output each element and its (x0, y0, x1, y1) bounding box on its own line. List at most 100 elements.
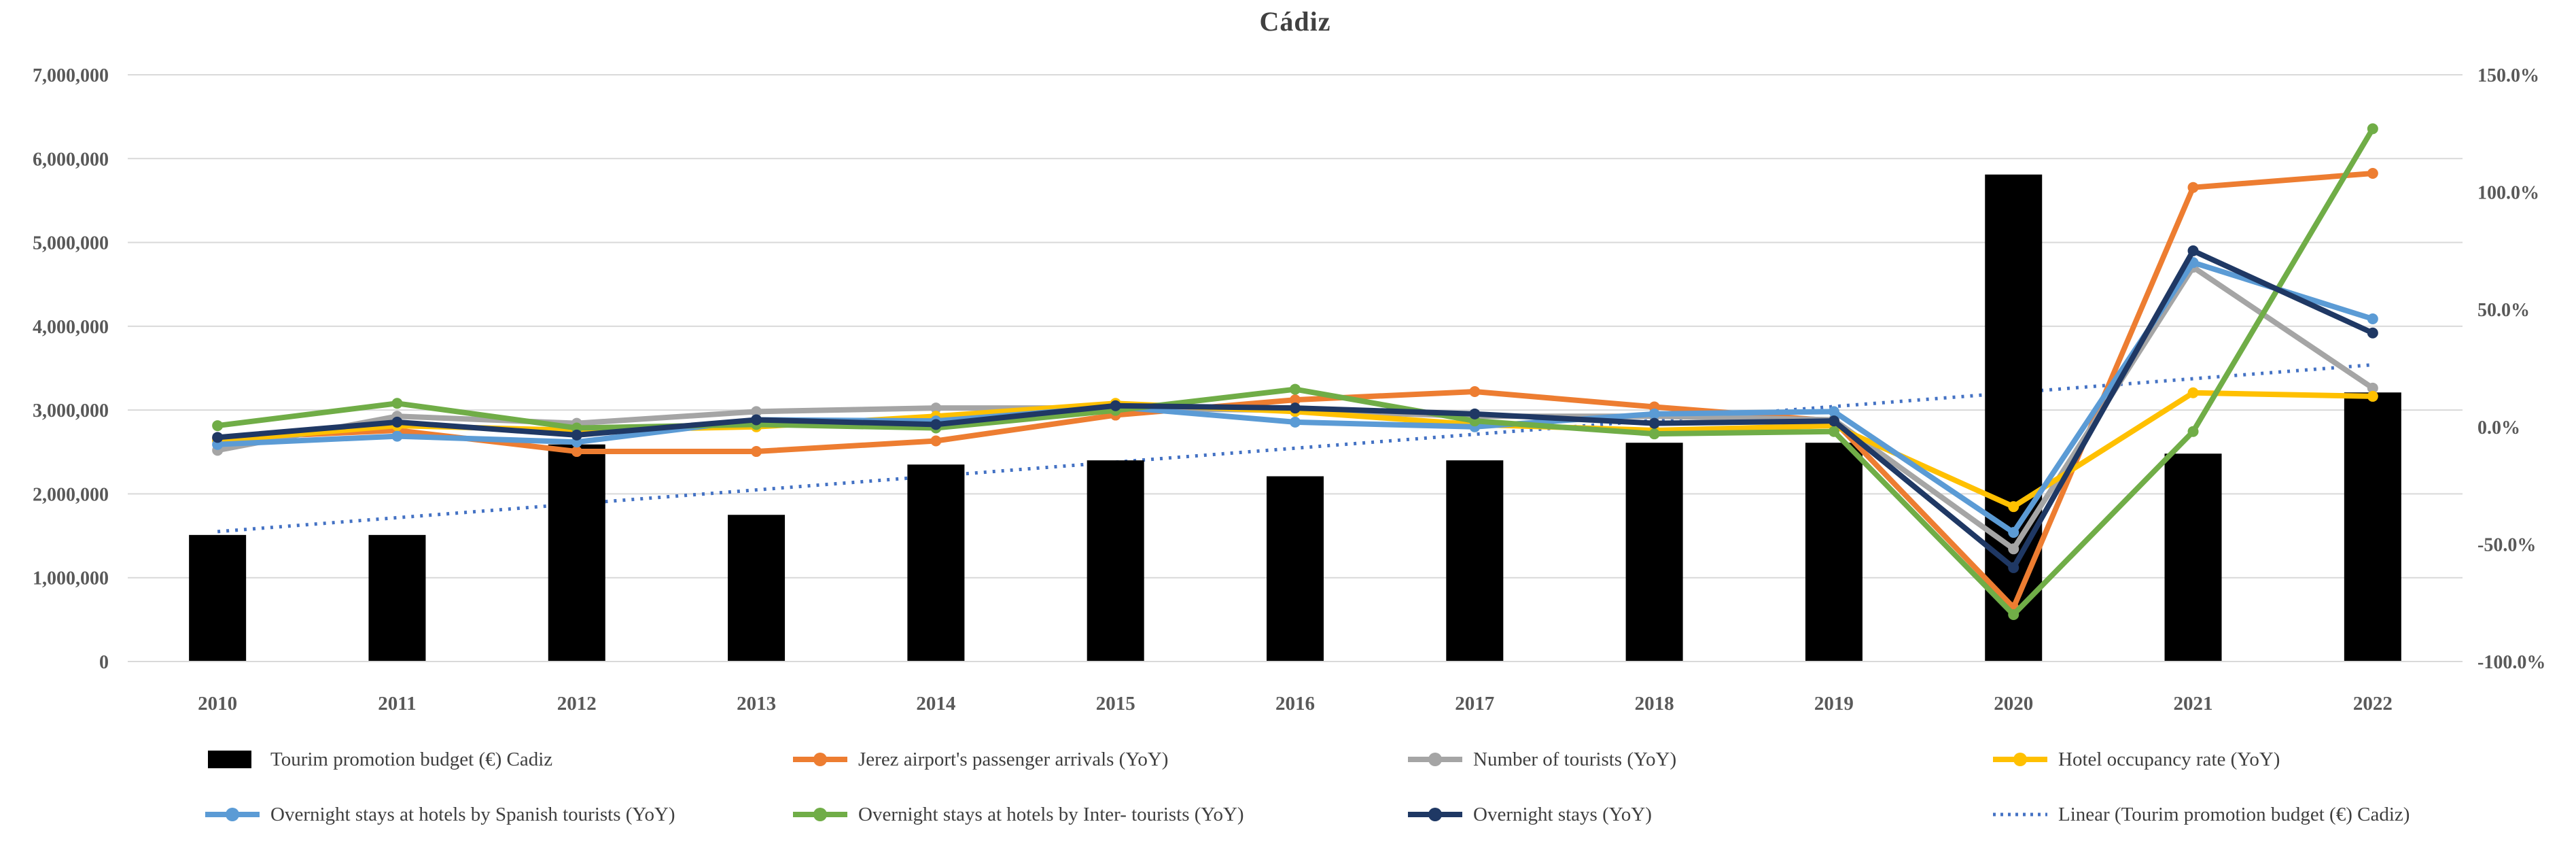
data-point-marker (2187, 426, 2199, 437)
x-axis-year-label: 2021 (2174, 693, 2213, 715)
data-point-marker (2008, 527, 2019, 538)
right-axis-tick-label: 0.0% (2477, 417, 2520, 439)
legend-line-marker-swatch (1408, 808, 1462, 821)
x-axis-year-label: 2011 (378, 693, 416, 715)
right-axis-tick-label: 50.0% (2477, 300, 2530, 321)
data-point-marker (2008, 562, 2019, 573)
data-point-marker (2008, 608, 2019, 620)
legend-bar-swatch (208, 751, 251, 768)
bar-tourism-budget-2012 (548, 444, 605, 662)
data-point-marker (1648, 417, 1660, 429)
bar-tourism-budget-2021 (2164, 453, 2222, 662)
legend-line-marker-swatch (1993, 753, 2047, 766)
data-point-marker (391, 430, 403, 442)
left-axis-tick-label: 6,000,000 (33, 149, 109, 170)
x-axis-year-label: 2022 (2353, 693, 2393, 715)
legend-item-trendline[interactable]: Linear (Tourim promotion budget (€) Cadi… (1992, 803, 2410, 826)
right-axis-tick-label: -100.0% (2477, 652, 2545, 673)
left-axis-tick-label: 3,000,000 (33, 400, 109, 422)
legend-item-series-5[interactable]: Overnight stays at hotels by Inter- tour… (792, 803, 1244, 826)
data-point-marker (391, 398, 403, 409)
bar-tourism-budget-2013 (728, 515, 786, 662)
bar-tourism-budget-2019 (1805, 443, 1863, 662)
left-axis-tick-label: 2,000,000 (33, 484, 109, 505)
data-point-marker (2367, 313, 2378, 325)
legend-item-series-2[interactable]: Number of tourists (YoY) (1407, 748, 1676, 771)
right-axis-tick-label: 100.0% (2477, 183, 2539, 204)
legend-line-marker-swatch (1408, 753, 1462, 766)
data-point-marker (1110, 400, 1121, 411)
legend-item-series-3[interactable]: Hotel occupancy rate (YoY) (1992, 748, 2280, 771)
bar-tourism-budget-2010 (189, 534, 247, 662)
data-point-marker (930, 402, 942, 414)
data-point-marker (751, 414, 762, 426)
data-point-marker (1828, 415, 1839, 427)
x-axis-year-label: 2010 (198, 693, 237, 715)
data-point-marker (751, 446, 762, 458)
data-point-marker (571, 429, 582, 441)
legend-item-series-1[interactable]: Jerez airport's passenger arrivals (YoY) (792, 748, 1168, 771)
data-point-marker (1290, 383, 1301, 395)
data-point-marker (2008, 501, 2019, 513)
x-axis-year-label: 2020 (1994, 693, 2033, 715)
data-point-marker (1290, 394, 1301, 406)
data-point-marker (2187, 182, 2199, 193)
data-point-marker (2008, 543, 2019, 555)
legend-label: Overnight stays at hotels by Spanish tou… (270, 803, 675, 825)
legend-item-budget[interactable]: Tourim promotion budget (€) Cadiz (204, 748, 552, 771)
legend-label: Overnight stays (YoY) (1473, 803, 1652, 825)
data-point-marker (1290, 416, 1301, 428)
legend-label: Overnight stays at hotels by Inter- tour… (858, 803, 1244, 825)
legend-label: Tourim promotion budget (€) Cadiz (270, 748, 553, 770)
data-point-marker (391, 416, 403, 428)
data-point-marker (212, 420, 224, 432)
x-axis-year-label: 2012 (557, 693, 597, 715)
bar-tourism-budget-2015 (1087, 460, 1144, 662)
legend-dotted-line-swatch (1993, 812, 2047, 817)
x-axis-year-label: 2016 (1275, 693, 1315, 715)
legend-line-marker-swatch (793, 808, 847, 821)
x-axis-year-label: 2015 (1096, 693, 1135, 715)
data-point-marker (1828, 426, 1839, 437)
left-axis-tick-label: 4,000,000 (33, 317, 109, 338)
data-point-marker (1828, 406, 1839, 417)
x-axis-year-label: 2014 (916, 693, 955, 715)
chart-title: Cádiz (1259, 6, 1331, 37)
data-point-marker (930, 435, 942, 447)
data-point-marker (2367, 390, 2378, 402)
legend-label: Hotel occupancy rate (YoY) (2058, 748, 2280, 770)
x-axis-year-label: 2019 (1814, 693, 1854, 715)
data-point-marker (2367, 382, 2378, 394)
legend-label: Number of tourists (YoY) (1473, 748, 1677, 770)
bar-tourism-budget-2011 (368, 534, 426, 662)
right-axis-tick-label: 150.0% (2477, 65, 2539, 86)
data-point-marker (212, 432, 224, 443)
data-point-marker (2367, 123, 2378, 135)
data-point-marker (2187, 387, 2199, 398)
x-axis-year-label: 2018 (1635, 693, 1674, 715)
bar-tourism-budget-2022 (2344, 392, 2401, 662)
left-axis-tick-label: 1,000,000 (33, 568, 109, 589)
x-axis-year-label: 2017 (1455, 693, 1494, 715)
bar-tourism-budget-2017 (1446, 460, 1504, 662)
left-axis-tick-label: 7,000,000 (33, 65, 109, 86)
legend-item-series-6[interactable]: Overnight stays (YoY) (1407, 803, 1652, 826)
right-axis-tick-label: -50.0% (2477, 534, 2536, 555)
data-point-marker (1648, 408, 1660, 419)
bar-tourism-budget-2018 (1625, 443, 1683, 662)
data-point-marker (2367, 167, 2378, 179)
data-point-marker (1469, 386, 1481, 398)
data-point-marker (1469, 408, 1481, 419)
left-axis-tick-label: 0 (99, 652, 109, 673)
legend-line-marker-swatch (205, 808, 260, 821)
data-point-marker (2187, 245, 2199, 256)
legend-item-series-4[interactable]: Overnight stays at hotels by Spanish tou… (204, 803, 675, 826)
data-point-marker (1648, 428, 1660, 440)
legend-label: Linear (Tourim promotion budget (€) Cadi… (2058, 803, 2410, 825)
data-point-marker (571, 446, 582, 458)
x-axis-year-label: 2013 (737, 693, 776, 715)
bar-tourism-budget-2014 (907, 464, 965, 662)
data-point-marker (930, 419, 942, 430)
